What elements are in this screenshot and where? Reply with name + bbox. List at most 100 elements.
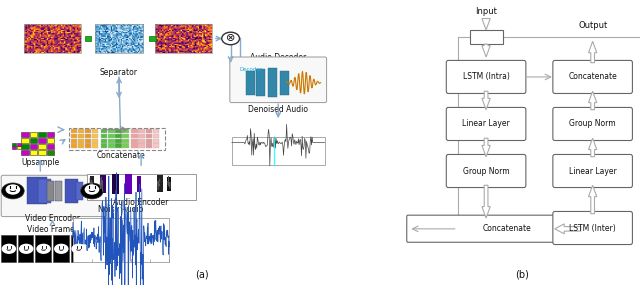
Bar bbox=[145, 133, 152, 138]
Bar bbox=[108, 144, 115, 148]
Text: Audio Encoder: Audio Encoder bbox=[113, 198, 169, 207]
FancyBboxPatch shape bbox=[446, 60, 526, 93]
FancyArrow shape bbox=[589, 41, 596, 63]
FancyArrow shape bbox=[482, 138, 490, 157]
Bar bbox=[76, 182, 83, 200]
Circle shape bbox=[19, 244, 33, 254]
Bar bbox=[101, 133, 108, 138]
Circle shape bbox=[84, 184, 99, 195]
Text: LSTM (Inter): LSTM (Inter) bbox=[569, 223, 616, 233]
FancyBboxPatch shape bbox=[553, 211, 632, 245]
Bar bbox=[108, 133, 115, 138]
Bar bbox=[131, 133, 138, 138]
Bar bbox=[122, 144, 129, 148]
Bar bbox=[145, 144, 152, 148]
Bar bbox=[1, 235, 16, 262]
Bar bbox=[55, 181, 63, 201]
Bar bbox=[78, 129, 84, 133]
Text: Noisy Audio: Noisy Audio bbox=[99, 205, 143, 214]
Bar bbox=[101, 129, 108, 133]
Bar bbox=[138, 133, 145, 138]
Circle shape bbox=[36, 244, 51, 254]
Text: Linear Layer: Linear Layer bbox=[462, 119, 510, 129]
Bar bbox=[156, 24, 212, 53]
Bar bbox=[149, 36, 156, 41]
Bar bbox=[47, 181, 54, 201]
Text: Separator: Separator bbox=[100, 68, 138, 77]
FancyBboxPatch shape bbox=[1, 175, 106, 217]
Bar bbox=[38, 179, 51, 203]
Bar bbox=[92, 133, 99, 138]
Text: Denoised Audio: Denoised Audio bbox=[248, 105, 308, 114]
Bar bbox=[138, 129, 145, 133]
Bar bbox=[47, 144, 54, 149]
Bar bbox=[28, 177, 47, 205]
Bar bbox=[470, 30, 502, 44]
Bar bbox=[152, 144, 159, 148]
Circle shape bbox=[222, 32, 239, 45]
Bar bbox=[108, 139, 115, 143]
Circle shape bbox=[54, 244, 68, 254]
Bar bbox=[115, 139, 122, 143]
Bar bbox=[122, 129, 129, 133]
Text: Audio Decoder: Audio Decoder bbox=[250, 52, 307, 62]
Bar bbox=[78, 139, 84, 143]
Text: (a): (a) bbox=[195, 269, 209, 279]
Bar bbox=[38, 150, 46, 155]
Bar bbox=[157, 175, 163, 192]
Bar bbox=[68, 128, 165, 150]
Bar bbox=[17, 146, 20, 149]
Text: Upsample: Upsample bbox=[21, 158, 60, 167]
FancyBboxPatch shape bbox=[230, 57, 326, 103]
Bar bbox=[125, 174, 132, 194]
FancyBboxPatch shape bbox=[553, 107, 632, 141]
Bar bbox=[35, 235, 51, 262]
Bar bbox=[115, 144, 122, 148]
Bar bbox=[47, 132, 54, 137]
Bar bbox=[138, 139, 145, 143]
Bar bbox=[65, 179, 78, 203]
Bar bbox=[92, 144, 99, 148]
FancyBboxPatch shape bbox=[446, 107, 526, 141]
Bar bbox=[152, 133, 159, 138]
Bar bbox=[71, 129, 77, 133]
Bar bbox=[92, 129, 99, 133]
Text: Video Frames: Video Frames bbox=[26, 225, 78, 234]
Bar bbox=[145, 129, 152, 133]
FancyArrow shape bbox=[589, 91, 596, 110]
Bar bbox=[232, 137, 324, 165]
Circle shape bbox=[2, 183, 24, 199]
Bar bbox=[70, 235, 86, 262]
Bar bbox=[30, 138, 38, 143]
Bar bbox=[138, 144, 145, 148]
Bar bbox=[72, 218, 170, 262]
FancyArrow shape bbox=[482, 91, 490, 110]
Bar bbox=[112, 174, 119, 194]
Circle shape bbox=[2, 244, 16, 254]
Bar bbox=[18, 235, 33, 262]
Bar bbox=[122, 133, 129, 138]
Bar bbox=[131, 139, 138, 143]
Text: Concatenate: Concatenate bbox=[97, 151, 145, 160]
FancyArrow shape bbox=[482, 44, 490, 57]
Bar bbox=[47, 138, 54, 143]
Bar bbox=[131, 129, 138, 133]
Bar bbox=[47, 150, 54, 155]
Bar bbox=[101, 139, 108, 143]
FancyArrow shape bbox=[482, 19, 490, 30]
Bar bbox=[131, 144, 138, 148]
Bar bbox=[280, 71, 289, 95]
Text: Group Norm: Group Norm bbox=[570, 119, 616, 129]
Bar bbox=[85, 144, 92, 148]
Text: Linear Layer: Linear Layer bbox=[569, 166, 616, 176]
Bar bbox=[137, 176, 141, 192]
Bar bbox=[101, 144, 108, 148]
Bar bbox=[12, 143, 16, 146]
FancyArrow shape bbox=[589, 138, 596, 157]
Text: Concatenate: Concatenate bbox=[483, 224, 532, 233]
Bar bbox=[85, 129, 92, 133]
Circle shape bbox=[72, 244, 86, 254]
Bar bbox=[246, 71, 255, 95]
Text: (b): (b) bbox=[515, 269, 529, 279]
Bar bbox=[71, 144, 77, 148]
